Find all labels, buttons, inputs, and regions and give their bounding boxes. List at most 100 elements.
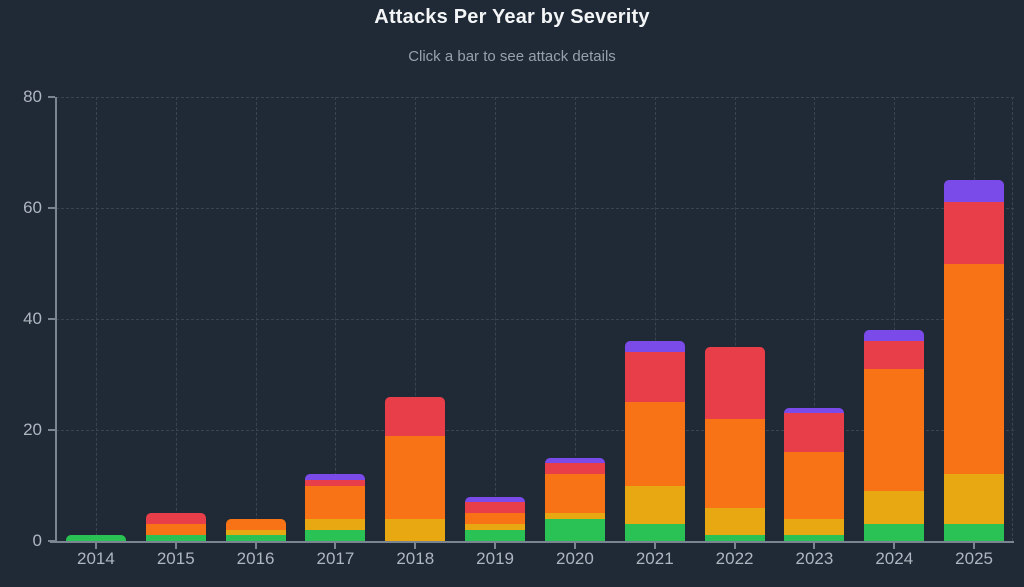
x-tick-label-2017: 2017 (316, 549, 355, 568)
bar-2017[interactable] (305, 474, 366, 541)
bar-segment-2017-yellow[interactable] (305, 518, 366, 530)
chart-subtitle: Click a bar to see attack details (408, 48, 616, 65)
bar-segment-2022-yellow[interactable] (704, 507, 765, 536)
bar-segment-2021-purple[interactable] (624, 341, 685, 353)
v-gridline-2024 (894, 97, 896, 541)
bar-segment-2016-green[interactable] (225, 535, 286, 541)
bar-2014[interactable] (65, 535, 126, 541)
bar-2021[interactable] (624, 341, 685, 541)
bar-segment-2025-red[interactable] (944, 202, 1005, 264)
bar-2015[interactable] (145, 513, 206, 541)
bar-segment-2023-yellow[interactable] (784, 518, 845, 536)
bar-segment-2019-yellow[interactable] (465, 524, 526, 530)
bar-segment-2017-red[interactable] (305, 479, 366, 486)
y-tick-label-20: 20 (23, 420, 42, 439)
x-tick-2022 (733, 543, 736, 549)
bar-segment-2023-purple[interactable] (784, 407, 845, 414)
bar-segment-2025-orange[interactable] (944, 263, 1005, 475)
bar-series (56, 97, 1014, 541)
h-gridline-20 (56, 430, 1014, 431)
bar-segment-2020-purple[interactable] (544, 457, 605, 464)
bar-segment-2023-orange[interactable] (784, 452, 845, 519)
bar-segment-2025-yellow[interactable] (944, 474, 1005, 525)
bar-column-2024 (854, 97, 934, 541)
x-tick-label-2014: 2014 (76, 549, 115, 568)
bar-segment-2024-purple[interactable] (864, 330, 925, 342)
x-tick-2016 (254, 543, 257, 549)
y-tick-20 (48, 429, 55, 431)
bar-segment-2024-yellow[interactable] (864, 491, 925, 525)
bar-column-2019 (455, 97, 535, 541)
bar-segment-2018-orange[interactable] (385, 435, 446, 519)
bar-segment-2016-orange[interactable] (225, 518, 286, 530)
v-gridline-2018 (415, 97, 417, 541)
x-tick-label-2015: 2015 (156, 549, 195, 568)
bar-2022[interactable] (704, 346, 765, 541)
bar-segment-2021-red[interactable] (624, 352, 685, 403)
bar-segment-2016-yellow[interactable] (225, 529, 286, 536)
bar-segment-2015-orange[interactable] (145, 524, 206, 536)
v-gridline-2015 (175, 97, 177, 541)
bar-2023[interactable] (784, 407, 845, 541)
x-tick-2021 (653, 543, 656, 549)
v-gridline-2021 (654, 97, 656, 541)
bar-column-2025 (934, 97, 1014, 541)
bar-segment-2017-orange[interactable] (305, 485, 366, 519)
bar-segment-2022-orange[interactable] (704, 418, 765, 508)
bar-segment-2024-green[interactable] (864, 524, 925, 541)
bar-segment-2019-green[interactable] (465, 529, 526, 541)
bar-column-2017 (295, 97, 375, 541)
bar-segment-2014-green[interactable] (65, 535, 126, 541)
bar-2020[interactable] (544, 457, 605, 541)
bar-segment-2025-purple[interactable] (944, 180, 1005, 203)
v-gridline-2020 (574, 97, 576, 541)
bar-segment-2015-green[interactable] (145, 535, 206, 541)
bar-segment-2024-orange[interactable] (864, 368, 925, 492)
bar-2025[interactable] (944, 180, 1005, 541)
bar-segment-2018-yellow[interactable] (385, 518, 446, 541)
bar-segment-2019-red[interactable] (465, 502, 526, 514)
bar-segment-2022-green[interactable] (704, 535, 765, 541)
bar-segment-2020-orange[interactable] (544, 474, 605, 514)
bar-column-2021 (615, 97, 695, 541)
h-gridline-60 (56, 208, 1014, 209)
x-tick-label-2016: 2016 (236, 549, 275, 568)
bar-segment-2023-red[interactable] (784, 413, 845, 453)
x-tick-2025 (973, 543, 976, 549)
bar-2016[interactable] (225, 518, 286, 541)
bar-segment-2015-red[interactable] (145, 513, 206, 525)
bar-segment-2023-green[interactable] (784, 535, 845, 541)
bar-segment-2019-purple[interactable] (465, 496, 526, 503)
v-gridline-2016 (255, 97, 257, 541)
bar-segment-2018-red[interactable] (385, 396, 446, 436)
y-tick-label-0: 0 (32, 531, 42, 550)
bar-2019[interactable] (465, 496, 526, 541)
bar-segment-2020-green[interactable] (544, 518, 605, 541)
x-tick-2024 (893, 543, 896, 549)
x-axis-line (50, 541, 1014, 543)
bar-segment-2019-orange[interactable] (465, 513, 526, 525)
bar-segment-2020-red[interactable] (544, 463, 605, 475)
bar-segment-2017-purple[interactable] (305, 474, 366, 480)
bar-2018[interactable] (385, 396, 446, 541)
v-gridline-2023 (814, 97, 816, 541)
x-tick-2017 (334, 543, 337, 549)
bar-segment-2021-green[interactable] (624, 524, 685, 541)
bar-segment-2020-yellow[interactable] (544, 513, 605, 519)
bar-column-2015 (136, 97, 216, 541)
x-tick-label-2018: 2018 (396, 549, 435, 568)
y-tick-80 (48, 96, 55, 98)
bar-segment-2021-orange[interactable] (624, 402, 685, 486)
bar-2024[interactable] (864, 330, 925, 541)
bar-column-2022 (695, 97, 775, 541)
bar-segment-2017-green[interactable] (305, 529, 366, 541)
v-gridline-2017 (335, 97, 337, 541)
bar-segment-2022-red[interactable] (704, 346, 765, 419)
v-gridline-2019 (495, 97, 497, 541)
bar-segment-2021-yellow[interactable] (624, 485, 685, 525)
x-tick-label-2022: 2022 (715, 549, 754, 568)
x-tick-2020 (573, 543, 576, 549)
x-tick-label-2023: 2023 (795, 549, 834, 568)
bar-segment-2024-red[interactable] (864, 341, 925, 369)
bar-segment-2025-green[interactable] (944, 524, 1005, 541)
